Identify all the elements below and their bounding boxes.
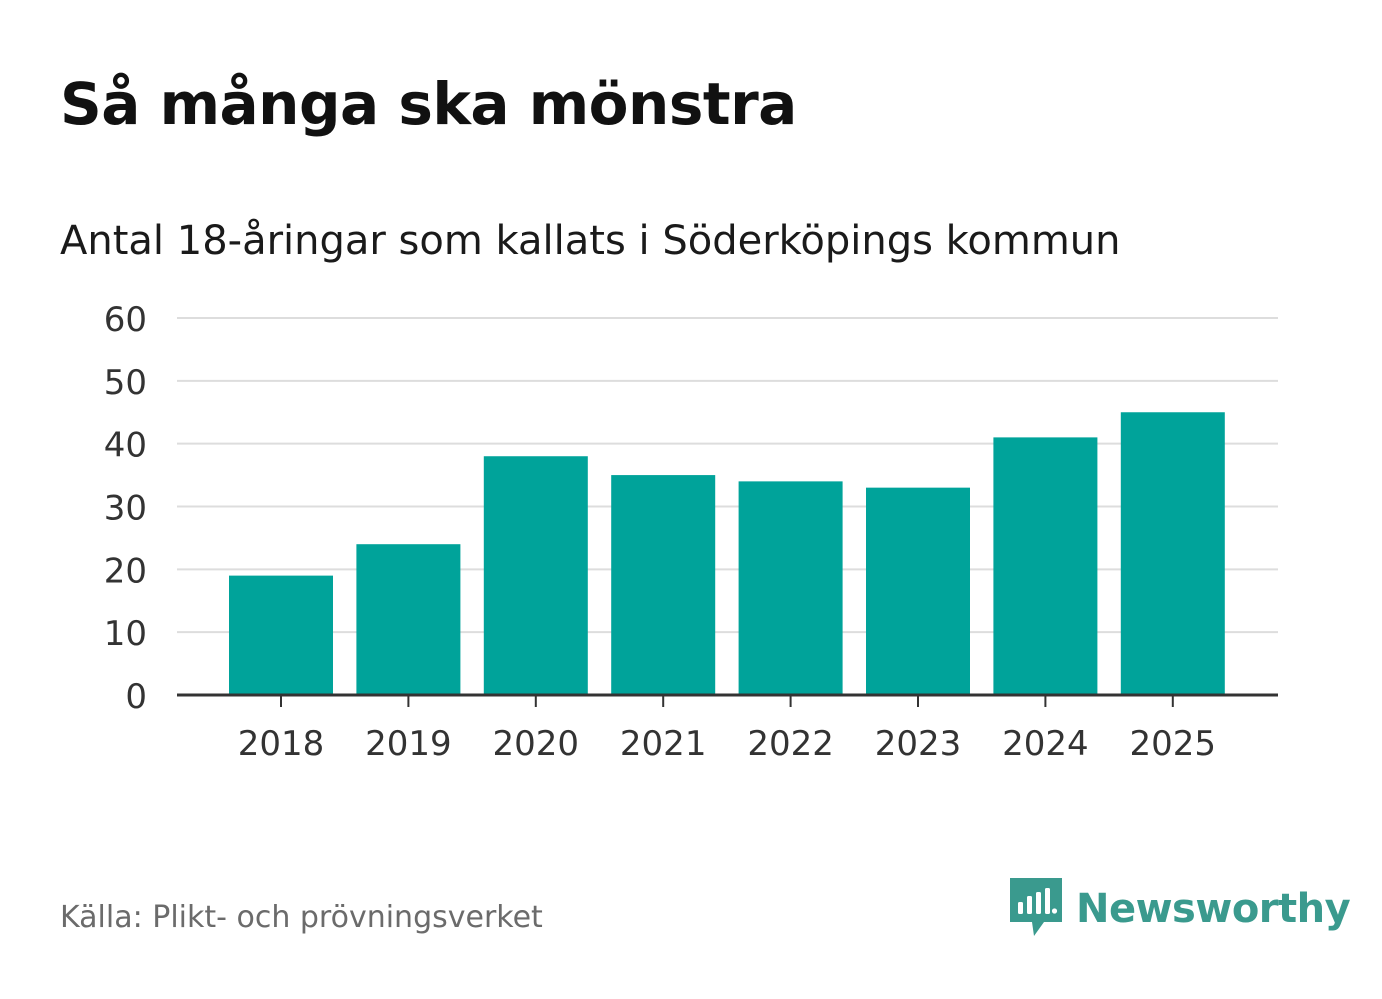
y-axis: 0 10 20 30 40 50 60 [104, 300, 147, 717]
bar-2021 [611, 475, 716, 695]
bar-2020 [483, 456, 588, 695]
x-tick-label: 2020 [493, 724, 580, 764]
y-tick-label: 50 [104, 363, 147, 403]
chart-title: Så många ska mönstra [60, 70, 797, 138]
bar-2024 [993, 437, 1098, 695]
x-tick-label: 2018 [238, 724, 325, 764]
bar-2023 [866, 487, 970, 695]
bar-2019 [356, 544, 461, 695]
grid-lines [177, 317, 1278, 634]
source-note: Källa: Plikt- och prövningsverket [60, 900, 543, 935]
y-tick-label: 20 [104, 551, 147, 591]
bar-2022 [738, 481, 843, 695]
bar-2018 [229, 575, 333, 695]
bars [229, 412, 1225, 695]
y-tick-label: 60 [104, 300, 147, 340]
x-tick-label: 2019 [365, 724, 452, 764]
x-tick-label: 2022 [747, 724, 834, 764]
y-tick-label: 10 [104, 614, 147, 654]
chart-subtitle: Antal 18-åringar som kallats i Söderköpi… [60, 218, 1121, 264]
x-axis: 2018 2019 2020 2021 2022 2023 2024 2025 [177, 693, 1278, 764]
bar-2025 [1120, 412, 1225, 695]
newsworthy-logo-icon [1010, 878, 1062, 936]
y-tick-label: 0 [125, 677, 147, 717]
x-tick-label: 2021 [620, 724, 707, 764]
x-tick-label: 2024 [1002, 724, 1089, 764]
y-tick-label: 40 [104, 426, 147, 466]
x-tick-label: 2025 [1130, 724, 1217, 764]
y-tick-label: 30 [104, 489, 147, 529]
brand-logo: Newsworthy [1010, 878, 1351, 940]
brand-name: Newsworthy [1076, 886, 1351, 932]
x-tick-label: 2023 [875, 724, 962, 764]
